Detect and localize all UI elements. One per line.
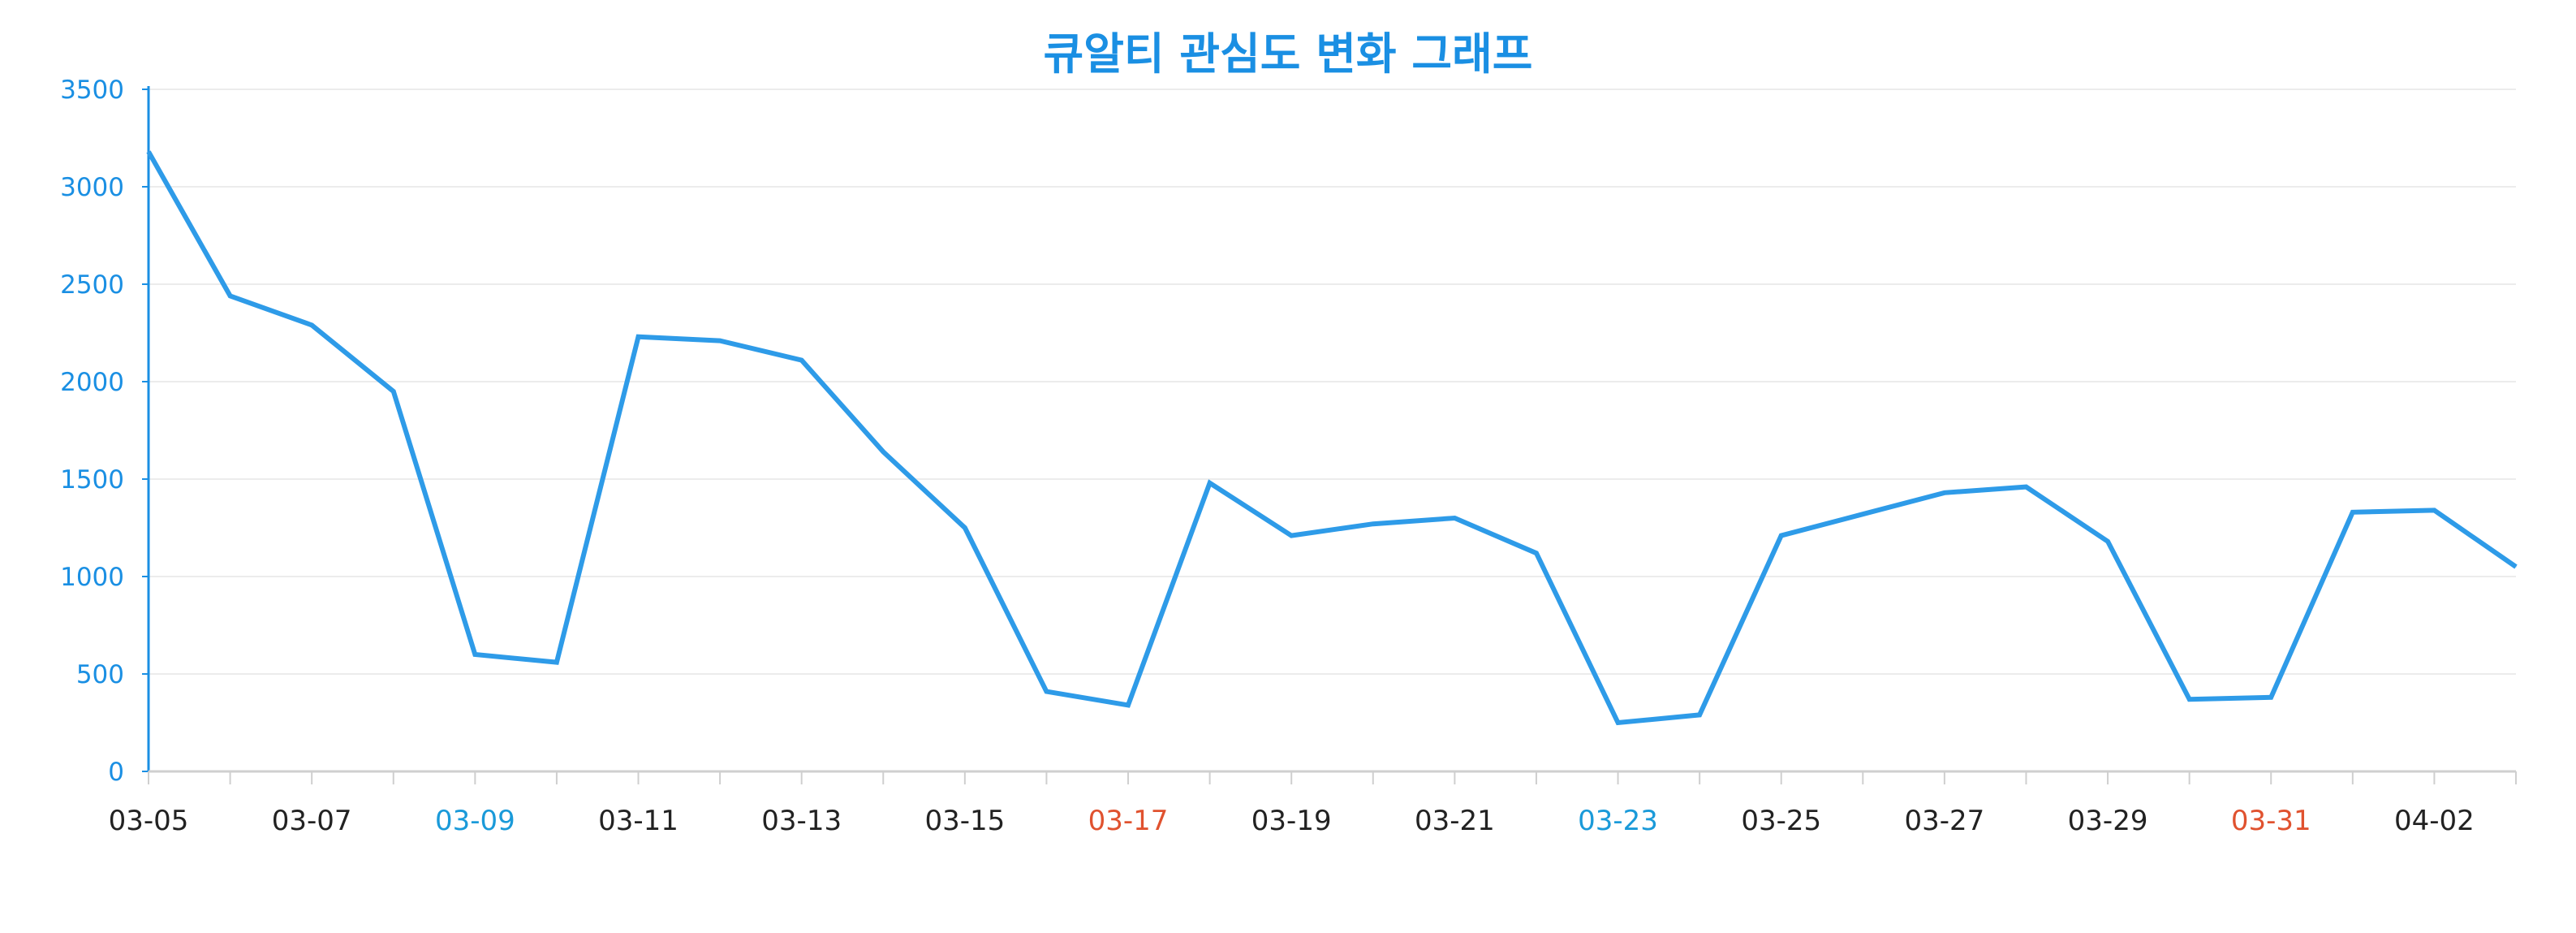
data-point-04-03: [2515, 566, 2517, 568]
y-tick-label-500: 500: [76, 660, 124, 689]
data-point-03-15: [964, 527, 966, 529]
x-tick-label-03-31: 03-31: [2231, 805, 2311, 837]
data-point-03-20: [1372, 523, 1374, 525]
x-tick-label-03-23: 03-23: [1578, 805, 1658, 837]
x-tick-label-03-13: 03-13: [761, 805, 842, 837]
y-tick-label-1000: 1000: [60, 563, 124, 592]
y-tick-label-2500: 2500: [60, 270, 124, 300]
chart-title: 큐알티 관심도 변화 그래프: [1043, 28, 1533, 80]
y-tick-label-1500: 1500: [60, 465, 124, 495]
x-tick-label-03-29: 03-29: [2068, 805, 2148, 837]
y-tick-label-2000: 2000: [60, 368, 124, 397]
x-tick-label-03-15: 03-15: [924, 805, 1005, 837]
data-point-03-14: [882, 451, 884, 452]
data-point-03-10: [556, 662, 558, 663]
series-line-0: [146, 150, 2518, 726]
data-point-03-16: [1045, 691, 1047, 693]
data-point-03-29: [2107, 541, 2109, 542]
data-point-03-19: [1290, 535, 1292, 537]
data-point-03-21: [1454, 517, 1455, 519]
x-tick-label-03-07: 03-07: [272, 805, 352, 837]
data-point-03-28: [2025, 486, 2027, 488]
data-point-04-02: [2433, 509, 2435, 511]
x-tick-label-03-21: 03-21: [1415, 805, 1495, 837]
y-tick-label-3000: 3000: [60, 173, 124, 202]
axes: [142, 86, 2517, 784]
x-tick-label-03-09: 03-09: [435, 805, 515, 837]
data-point-03-17: [1127, 704, 1129, 706]
x-tick-label-03-19: 03-19: [1251, 805, 1332, 837]
data-point-03-09: [474, 654, 476, 655]
data-point-03-12: [719, 340, 721, 342]
y-tick-label-0: 0: [108, 758, 124, 787]
x-tick-label-03-27: 03-27: [1904, 805, 1984, 837]
series-layer: [146, 150, 2518, 726]
y-tick-label-3500: 3500: [60, 76, 124, 105]
data-point-03-13: [801, 360, 803, 361]
x-tick-label-03-17: 03-17: [1088, 805, 1169, 837]
data-point-03-18: [1209, 482, 1211, 484]
data-point-03-08: [393, 391, 394, 392]
data-point-03-27: [1944, 492, 1945, 494]
grid-lines: [149, 89, 2516, 675]
x-tick-label-03-11: 03-11: [598, 805, 678, 837]
x-tick-label-03-25: 03-25: [1741, 805, 1821, 837]
x-tick-label-04-02: 04-02: [2394, 805, 2475, 837]
data-point-03-30: [2189, 698, 2190, 700]
data-point-03-31: [2270, 697, 2272, 698]
x-tick-label-03-05: 03-05: [109, 805, 189, 837]
data-point-03-11: [638, 336, 640, 338]
tick-labels: 0 500 1000 1500 2000 2500 3000 3500 03-05 03-07 03…: [60, 76, 2475, 837]
